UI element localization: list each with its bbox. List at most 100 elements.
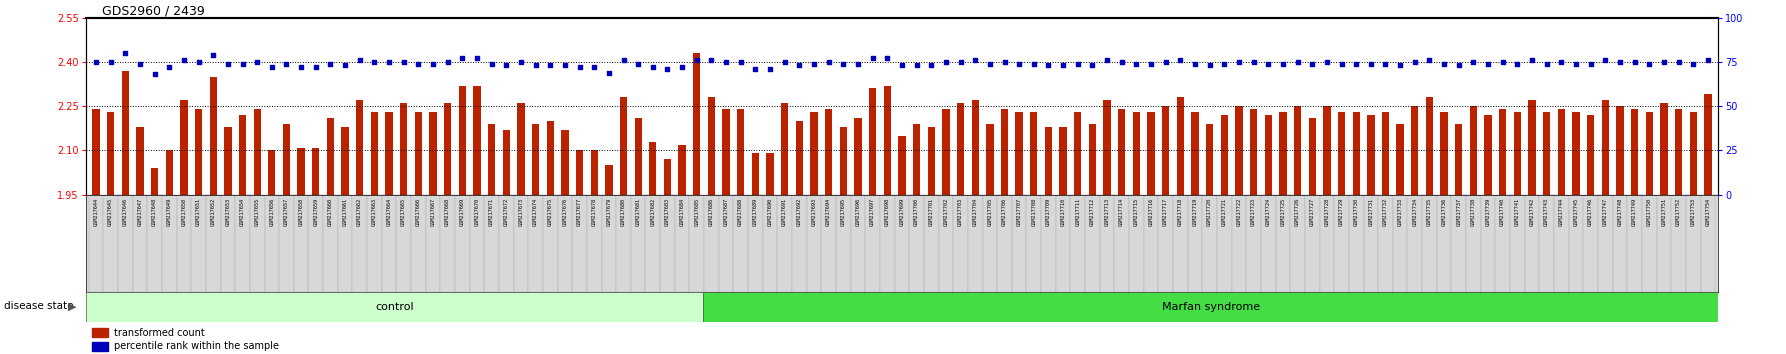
Text: GSM217723: GSM217723 — [1252, 198, 1256, 226]
Point — [170, 57, 198, 63]
Point — [888, 63, 916, 68]
Bar — [1027, 195, 1041, 292]
Point — [770, 59, 798, 65]
Bar — [1641, 195, 1657, 292]
Text: GSM217669: GSM217669 — [459, 198, 464, 226]
Bar — [1397, 124, 1404, 195]
Text: GSM217705: GSM217705 — [988, 198, 993, 226]
Point — [184, 59, 213, 65]
Bar — [1529, 100, 1536, 195]
Bar — [997, 195, 1013, 292]
Point — [989, 59, 1018, 65]
Text: GSM217701: GSM217701 — [929, 198, 934, 226]
Text: GSM217734: GSM217734 — [1413, 198, 1418, 226]
Text: GSM217680: GSM217680 — [622, 198, 627, 226]
Text: GSM217661: GSM217661 — [343, 198, 348, 226]
Point — [639, 64, 668, 70]
Point — [1107, 59, 1136, 65]
Text: GSM217675: GSM217675 — [548, 198, 552, 226]
Bar — [1031, 112, 1038, 195]
Bar — [121, 71, 129, 195]
Point — [477, 61, 505, 67]
Point — [1284, 59, 1313, 65]
Bar — [411, 195, 425, 292]
Bar — [445, 103, 452, 195]
Bar — [239, 115, 246, 195]
Text: Marfan syndrome: Marfan syndrome — [1161, 302, 1259, 312]
Text: GSM217747: GSM217747 — [1602, 198, 1607, 226]
Point — [448, 56, 477, 61]
Point — [1634, 61, 1663, 67]
Text: GSM217695: GSM217695 — [841, 198, 847, 226]
Bar — [1704, 95, 1711, 195]
Point — [1327, 61, 1356, 67]
Point — [463, 56, 491, 61]
Bar — [645, 195, 661, 292]
Bar — [1070, 195, 1086, 292]
Bar — [1279, 112, 1286, 195]
Bar — [414, 112, 421, 195]
Point — [257, 64, 286, 70]
Bar — [1411, 106, 1418, 195]
Bar — [557, 195, 572, 292]
Bar — [1379, 195, 1393, 292]
Text: GSM217733: GSM217733 — [1398, 198, 1402, 226]
Point — [1357, 61, 1386, 67]
Bar — [1188, 195, 1202, 292]
Bar — [1661, 103, 1668, 195]
Bar — [323, 195, 338, 292]
Bar — [1425, 97, 1432, 195]
Text: GSM217696: GSM217696 — [855, 198, 861, 226]
Text: GSM217690: GSM217690 — [768, 198, 773, 226]
Text: GSM217658: GSM217658 — [298, 198, 304, 226]
Point — [1445, 63, 1473, 68]
Bar — [514, 195, 529, 292]
Bar — [132, 195, 146, 292]
Point — [1079, 63, 1107, 68]
Bar — [205, 195, 220, 292]
Bar — [811, 112, 818, 195]
Bar — [1407, 195, 1422, 292]
Bar — [1631, 109, 1638, 195]
Point — [916, 63, 945, 68]
Bar — [136, 127, 143, 195]
Point — [1606, 59, 1634, 65]
Bar — [630, 195, 645, 292]
Bar — [1627, 195, 1641, 292]
Bar — [93, 342, 107, 351]
Point — [755, 66, 784, 72]
Point — [214, 61, 243, 67]
Bar — [1016, 112, 1023, 195]
Bar — [1163, 106, 1170, 195]
Point — [697, 57, 725, 63]
Bar — [982, 195, 997, 292]
Bar — [195, 109, 202, 195]
Text: GSM217674: GSM217674 — [532, 198, 538, 226]
Text: GSM217722: GSM217722 — [1236, 198, 1241, 226]
Point — [550, 63, 579, 68]
Point — [375, 59, 404, 65]
Point — [1532, 61, 1561, 67]
Text: GSM217694: GSM217694 — [827, 198, 830, 226]
Bar — [1013, 195, 1027, 292]
Bar — [954, 195, 968, 292]
Bar — [766, 153, 773, 195]
Bar — [1602, 100, 1609, 195]
Text: GSM217677: GSM217677 — [577, 198, 582, 226]
Bar — [455, 195, 470, 292]
Bar — [93, 109, 100, 195]
Text: GSM217648: GSM217648 — [152, 198, 157, 226]
Bar — [400, 103, 407, 195]
Text: GSM217681: GSM217681 — [636, 198, 641, 226]
Bar — [839, 127, 847, 195]
Text: GSM217725: GSM217725 — [1281, 198, 1286, 226]
Bar — [1495, 195, 1509, 292]
Bar — [1129, 195, 1143, 292]
Bar — [870, 88, 877, 195]
Bar — [972, 100, 979, 195]
Text: GSM217732: GSM217732 — [1382, 198, 1388, 226]
Bar — [470, 195, 484, 292]
Bar — [1588, 115, 1595, 195]
Text: GSM217692: GSM217692 — [797, 198, 802, 226]
Text: GSM217708: GSM217708 — [1031, 198, 1036, 226]
